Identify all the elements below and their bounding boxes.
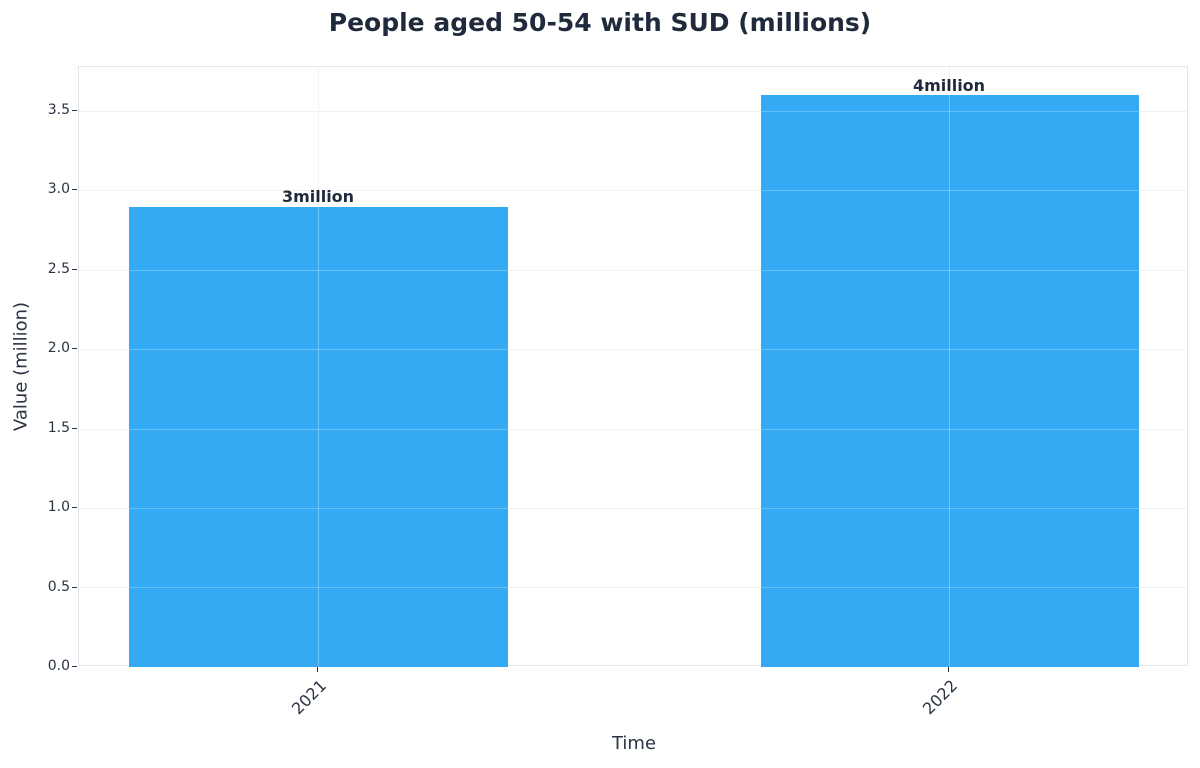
- y-tick-label: 3.5: [47, 102, 70, 118]
- y-tick-mark: [72, 189, 77, 190]
- y-tick-mark: [72, 348, 77, 349]
- y-tick-mark: [72, 428, 77, 429]
- y-tick-mark: [72, 587, 77, 588]
- data-label-2022: 4million: [912, 76, 986, 95]
- gridline: [79, 349, 1187, 350]
- y-tick-mark: [72, 269, 77, 270]
- chart-title: People aged 50-54 with SUD (millions): [328, 8, 872, 37]
- bar-2022[interactable]: [761, 95, 1139, 667]
- y-tick-label: 2.0: [47, 340, 70, 356]
- y-tick-label: 2.5: [47, 261, 70, 277]
- y-tick-label: 1.0: [47, 499, 70, 515]
- y-tick-mark: [72, 507, 77, 508]
- gridline: [79, 111, 1187, 112]
- data-label-2021: 3million: [281, 187, 355, 206]
- x-tick-mark: [317, 667, 318, 672]
- gridline: [79, 508, 1187, 509]
- y-tick-label: 0.0: [47, 658, 70, 674]
- x-tick-label-2022: 2022: [919, 676, 962, 719]
- x-tick-label-2021: 2021: [288, 676, 331, 719]
- plot-area: 3million 4million: [78, 66, 1188, 667]
- y-tick-label: 3.0: [47, 181, 70, 197]
- x-axis-label: Time: [611, 733, 657, 754]
- y-tick-label: 0.5: [47, 579, 70, 595]
- y-axis-label: Value (million): [10, 301, 32, 432]
- gridline: [79, 587, 1187, 588]
- bar-2021[interactable]: [129, 207, 508, 667]
- y-tick-mark: [72, 110, 77, 111]
- y-tick-mark: [72, 666, 77, 667]
- y-tick-label: 1.5: [47, 420, 70, 436]
- x-tick-mark: [948, 667, 949, 672]
- gridline: [79, 429, 1187, 430]
- gridline: [79, 190, 1187, 191]
- gridline: [79, 270, 1187, 271]
